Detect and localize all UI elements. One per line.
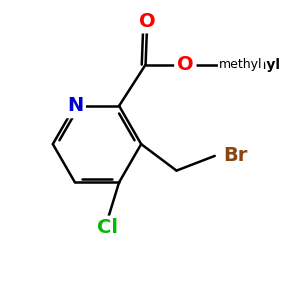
Text: O: O [139,12,155,31]
Text: Br: Br [224,146,248,165]
Text: O: O [177,55,194,74]
Text: methyl: methyl [226,58,280,72]
Text: Cl: Cl [97,218,118,238]
Text: N: N [67,96,83,116]
Text: methyl: methyl [219,58,263,71]
